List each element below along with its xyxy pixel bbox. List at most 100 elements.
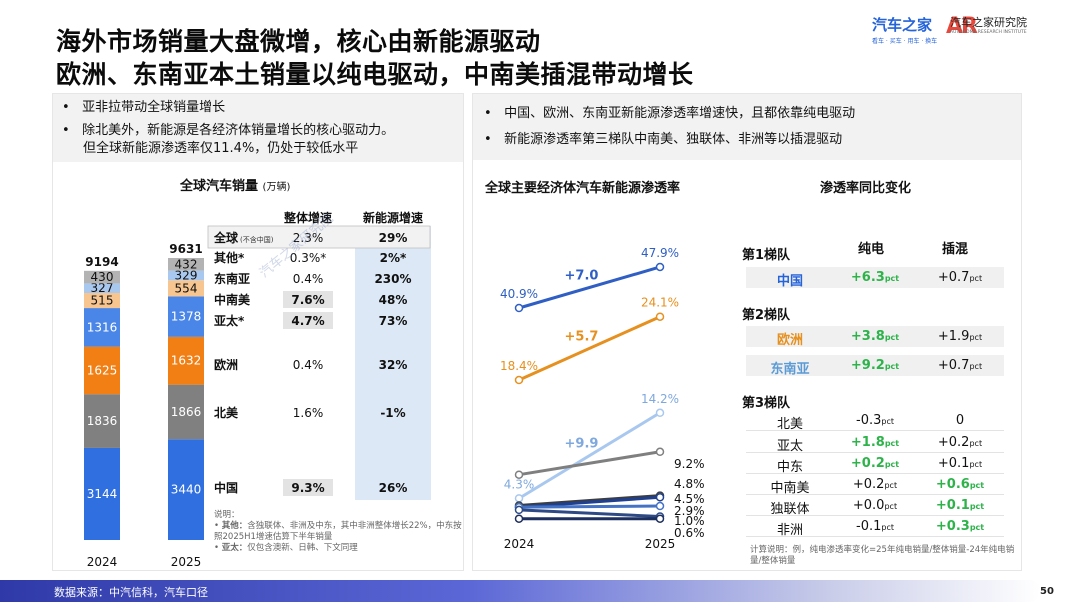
bar-segment-其他-2025 <box>168 258 204 271</box>
table-title: 渗透率同比变化 <box>820 181 912 196</box>
line-point-2025 <box>655 493 665 502</box>
line-chart-title: 全球主要经济体汽车新能源渗透率 <box>485 181 681 196</box>
bar-value-label: 1625 <box>87 363 118 377</box>
x-tick-label: 2025 <box>171 555 202 569</box>
line-label-2025: 1.0% <box>674 514 705 528</box>
line-point-2025 <box>655 262 665 272</box>
overall-growth-value: 4.7% <box>291 314 324 328</box>
ar-logo-icon: AR <box>946 14 978 39</box>
bar-value-label: 1378 <box>171 310 202 324</box>
line-series-中南美 <box>518 450 661 477</box>
logo2-sub: AUTOHOME RESEARCH INSTITUTE <box>950 30 1027 35</box>
line-point-2024 <box>514 303 524 313</box>
nev-growth-value: 230% <box>374 272 411 286</box>
line-x-tick: 2025 <box>645 537 676 551</box>
bar-value-label: 1632 <box>171 354 202 368</box>
line-label-2025: 0.6% <box>674 526 705 540</box>
bar-value-label: 430 <box>91 270 114 284</box>
line-point-2024 <box>514 514 524 523</box>
line-point-2025 <box>655 408 665 418</box>
bar-value-label: 515 <box>91 294 114 308</box>
page-title-line2: 欧洲、东南亚本土销量以纯电驱动，中南美插混带动增长 <box>56 60 694 89</box>
left-bullet-box <box>53 94 463 162</box>
line-delta-label: +7.0 <box>565 268 599 283</box>
nev-growth-value: -1% <box>380 406 405 420</box>
bar-segment-东南亚-2025 <box>168 270 204 281</box>
right-bullet-1: • 中国、欧洲、东南亚新能源渗透率增速快，且都依靠纯电驱动 <box>484 106 856 121</box>
table-region-label: 亚太* <box>214 313 245 328</box>
nev-growth-value: 2%* <box>380 251 407 265</box>
left-bullet-2: • 除北美外，新能源是各经济体销量增长的核心驱动力。 <box>62 123 395 138</box>
overall-highlight <box>283 479 333 496</box>
bar-total-label: 9194 <box>85 255 118 269</box>
table-region-label: 其他* <box>214 250 245 265</box>
line-label-2025: 24.1% <box>641 296 679 310</box>
nev-column-bg <box>355 226 431 500</box>
table-region-label: 北美 <box>214 405 239 420</box>
global-row-box <box>207 225 431 249</box>
line-label-2025: 2.9% <box>674 504 705 518</box>
logo2-name: 汽车之家研究院 <box>950 16 1027 29</box>
overall-growth-value: 2.3% <box>293 231 324 245</box>
line-label-2025: 14.2% <box>641 392 679 406</box>
right-bullet-2: • 新能源渗透率第三梯队中南美、独联体、非洲等以插混驱动 <box>484 132 843 147</box>
table-region-label: 欧洲 <box>214 357 238 372</box>
line-label-2024: 40.9% <box>500 287 538 301</box>
bar-value-label: 1316 <box>87 320 118 334</box>
logo1-name: 汽车之家 <box>872 16 933 34</box>
footer-bar: 数据来源：中汽信科，汽车口径 <box>0 580 1040 602</box>
bar-value-label: 327 <box>91 281 114 295</box>
table-region-label: 东南亚 <box>214 271 250 286</box>
overall-growth-value: 9.3% <box>291 481 324 495</box>
nev-growth-value: 29% <box>379 231 408 245</box>
calc-note: 计算说明：例，纯电渗透率变化=25年纯电销量/整体销量-24年纯电销量/整体销量 <box>750 545 1015 566</box>
autohome-logo: 汽车之家 看车 · 买车 · 用车 · 换车 <box>872 14 937 45</box>
left-note: 说明： • 其他：含独联体、非洲及中东，其中非洲整体增长22%，中东按照2025… <box>214 510 462 553</box>
col-header-nev: 新能源增速 <box>363 210 423 225</box>
overall-growth-value: 0.4% <box>293 358 324 372</box>
line-point-2024 <box>514 470 524 479</box>
table-region-label: 中南美 <box>214 292 251 307</box>
bar-segment-北美-2025 <box>168 384 204 440</box>
line-point-2025 <box>655 312 665 321</box>
line-point-2024 <box>514 494 524 503</box>
bar-value-label: 3440 <box>171 483 202 497</box>
bar-value-label: 1836 <box>87 414 118 428</box>
line-label-2025: 4.5% <box>674 492 705 506</box>
bar-chart-title: 全球汽车销量 (万辆) <box>180 179 291 194</box>
line-label-2025: 9.2% <box>674 457 705 471</box>
line-series-亚太 <box>518 494 661 507</box>
table-region-label: 全球 <box>213 230 239 245</box>
nev-growth-value: 26% <box>379 481 408 495</box>
line-label-2025: 4.8% <box>674 477 705 491</box>
line-x-tick: 2024 <box>504 537 535 551</box>
line-point-2025 <box>655 501 665 511</box>
right-bullet-box <box>473 94 1021 160</box>
bar-value-label: 329 <box>175 268 198 282</box>
nev-growth-value: 32% <box>379 358 408 372</box>
line-series-北美 <box>518 508 661 518</box>
bar-segment-北美-2024 <box>84 394 120 448</box>
nev-growth-value: 73% <box>379 314 408 328</box>
line-point-2024 <box>514 505 524 515</box>
overall-highlight <box>283 291 333 308</box>
line-label-2024: 4.3% <box>504 477 535 491</box>
bar-segment-东南亚-2024 <box>84 283 120 293</box>
line-point-2025 <box>655 514 665 523</box>
col-header-overall: 整体增速 <box>283 210 332 225</box>
overall-growth-value: 0.4% <box>293 272 324 286</box>
line-series-中国 <box>518 265 661 310</box>
bar-segment-欧洲-2025 <box>168 336 204 385</box>
overall-growth-value: 0.3%* <box>290 251 327 265</box>
page-number: 50 <box>1040 586 1054 597</box>
line-series-欧洲 <box>518 315 661 382</box>
bar-segment-欧洲-2024 <box>84 346 120 395</box>
bar-segment-亚太-2025 <box>168 296 204 337</box>
bar-segment-其他-2024 <box>84 270 120 284</box>
line-series-东南亚 <box>518 411 661 500</box>
line-label-2025: 47.9% <box>641 246 679 260</box>
global-qualifier: (不含中国) <box>240 235 274 244</box>
page-title-line1: 海外市场销量大盘微增，核心由新能源驱动 <box>56 27 541 56</box>
data-source: 数据来源：中汽信科，汽车口径 <box>54 586 208 599</box>
line-series-独联体 <box>518 504 661 509</box>
